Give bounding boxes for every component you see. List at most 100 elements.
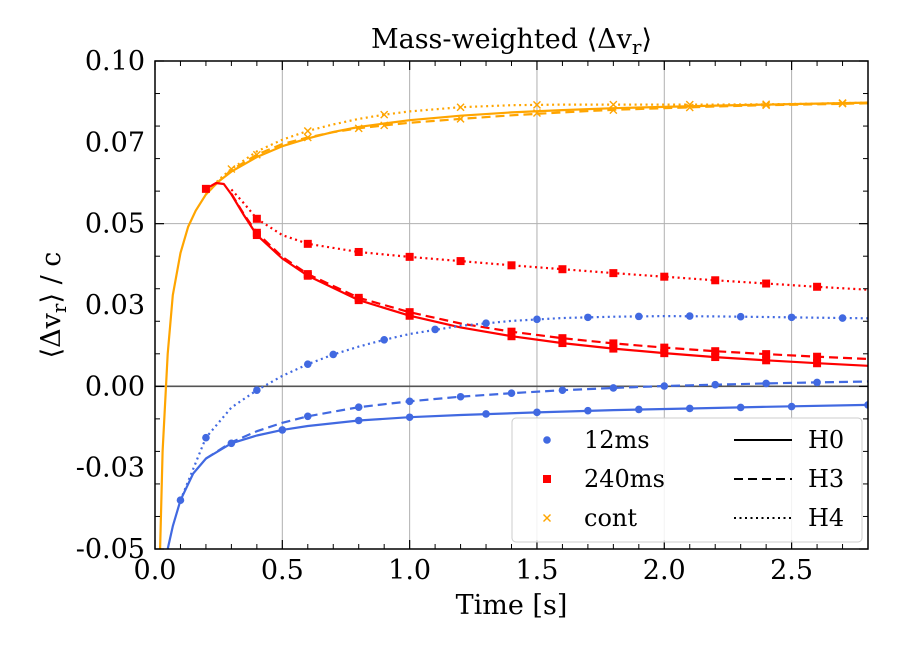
data-point-square [762, 350, 771, 359]
grid-lines [155, 61, 868, 549]
data-point-circle [380, 336, 388, 344]
series-240ms-h0 [201, 181, 868, 368]
y-tick-label: 0.03 [85, 290, 145, 321]
data-point-square [711, 353, 720, 362]
data-point-x-stroke [838, 98, 847, 107]
data-point-circle [405, 397, 414, 406]
data-point-x [762, 100, 771, 109]
data-point-x [456, 114, 465, 123]
data-point-x-stroke [456, 103, 465, 112]
data-point-x [380, 121, 389, 130]
legend-box [511, 417, 863, 543]
y-tick-label: 0.07 [85, 127, 145, 158]
data-point-square [507, 327, 516, 336]
y-tick-label: 0.05 [85, 209, 145, 240]
y-axis-title: ⟨Δvr⟩ / c [36, 252, 71, 359]
series-line [205, 380, 868, 460]
data-point-circle [660, 382, 669, 390]
data-point-x [838, 98, 847, 107]
series-layer [159, 98, 868, 549]
y-axis-title-sub: r [47, 303, 71, 313]
x-tick-label: 2.5 [770, 555, 813, 586]
series-line [205, 101, 868, 196]
data-point-square [711, 347, 720, 356]
data-point-square [303, 270, 312, 279]
data-point-circle [303, 360, 312, 369]
data-point-x-stroke [532, 100, 541, 109]
data-point-square [813, 359, 822, 368]
data-point-square [354, 293, 363, 302]
data-point-circle [354, 403, 363, 411]
data-point-circle [176, 496, 185, 505]
data-point-x-stroke [303, 133, 312, 142]
x-tick-label: 1.5 [515, 555, 558, 586]
data-point-x-stroke [303, 126, 312, 135]
data-point-square [609, 269, 618, 278]
series-240ms-h3 [230, 193, 868, 361]
y-tick-label: -0.03 [76, 453, 145, 484]
y-axis-title-end: ⟩ / c [36, 252, 67, 304]
data-point-circle [303, 412, 312, 421]
data-point-circle [685, 404, 694, 413]
data-point-x-stroke [227, 165, 236, 174]
legend-items: 12ms 240ms cont H0 H3 H4 [543, 426, 844, 532]
chart-title-sub: r [632, 35, 642, 59]
data-point-square [201, 184, 210, 193]
data-point-x-stroke [354, 124, 363, 133]
series-240ms-h4 [230, 188, 868, 291]
data-point-circle [533, 315, 541, 324]
data-point-circle [635, 312, 643, 321]
data-point-square [303, 239, 312, 248]
series-cont-h4 [205, 98, 868, 196]
data-point-x-stroke [685, 100, 694, 109]
data-point-x-stroke [762, 100, 771, 109]
data-point-square [660, 272, 669, 281]
data-point-circle [736, 312, 745, 321]
series-12ms-h0 [166, 401, 868, 549]
chart-title-main: Mass-weighted ⟨Δv [371, 24, 633, 55]
data-point-circle [584, 406, 592, 415]
data-point-circle [558, 386, 567, 395]
data-point-circle [456, 392, 465, 401]
data-point-x [456, 103, 465, 112]
chart-title: Mass-weighted ⟨Δvr⟩ [371, 24, 652, 59]
data-point-square [762, 279, 771, 288]
data-point-circle [635, 405, 643, 414]
data-point-circle [533, 408, 541, 417]
data-point-circle [405, 413, 414, 422]
data-point-x [609, 100, 618, 109]
data-point-square [558, 265, 567, 274]
y-tick-label: 0.00 [85, 371, 145, 402]
data-point-circle [787, 313, 796, 322]
data-point-circle [813, 378, 821, 387]
data-point-square [507, 332, 516, 341]
data-point-circle [202, 433, 210, 442]
y-tick-label: 0.10 [85, 46, 145, 77]
data-point-circle [354, 416, 363, 425]
data-point-x [685, 103, 694, 112]
data-point-x-stroke [380, 110, 389, 119]
data-point-square [252, 228, 261, 237]
data-point-circle [711, 380, 720, 389]
data-point-circle [864, 401, 868, 409]
data-point-square [813, 352, 822, 361]
data-point-square [711, 276, 720, 285]
x-tick-label: 1.0 [388, 555, 431, 586]
plot-frame [154, 60, 869, 550]
legend: 12ms 240ms cont H0 H3 H4 [511, 417, 863, 543]
series-line [230, 188, 868, 291]
chart-title-end: ⟩ [641, 24, 652, 55]
data-point-square [558, 339, 567, 348]
x-tick-label: 0.0 [134, 555, 177, 586]
data-point-square [660, 349, 669, 358]
data-point-x [303, 133, 312, 142]
data-point-circle [431, 325, 439, 334]
data-point-x [303, 126, 312, 135]
legend-label-H4: H4 [808, 504, 844, 532]
data-point-circle [278, 426, 287, 434]
legend-label-H3: H3 [808, 465, 844, 493]
axis-ticks: 0.0 0.5 1.0 1.5 2.0 2.5 -0.05 -0.03 0.00 0.03 0.05… [76, 46, 868, 586]
data-point-x-stroke [532, 109, 541, 118]
data-point-x [532, 100, 541, 109]
legend-label-12ms: 12ms [584, 426, 650, 454]
